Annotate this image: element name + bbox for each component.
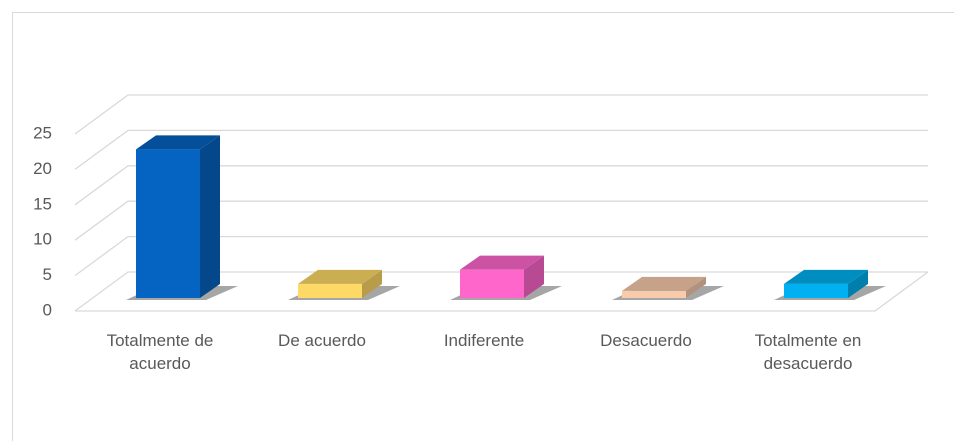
x-tick-label: Indiferente: [443, 331, 525, 350]
bar-top: [622, 276, 706, 291]
x-tick-label: Totalmente en desacuerdo: [754, 331, 862, 373]
y-tick-label: 0: [43, 300, 52, 319]
grid-line: [74, 271, 928, 312]
grid-line: [74, 235, 928, 277]
bar-top: [298, 269, 382, 284]
y-tick-label: 25: [33, 123, 52, 142]
y-tick-label: 20: [33, 159, 52, 178]
y-tick-label: 10: [33, 230, 52, 249]
bar: [460, 269, 524, 298]
x-tick-label: De acuerdo: [278, 331, 366, 350]
x-tick-label: Desacuerdo: [600, 331, 692, 350]
y-tick-label: 5: [43, 265, 52, 284]
chart-frame: [12, 12, 954, 441]
bar: [136, 149, 200, 298]
bar: [622, 290, 686, 298]
grid-line: [74, 129, 928, 170]
floor: [75, 271, 929, 312]
bar: [298, 283, 362, 298]
bar-top: [784, 269, 868, 284]
bar-side: [848, 269, 868, 298]
bar-side: [524, 255, 544, 298]
bar-side: [200, 135, 220, 298]
bar: [784, 283, 848, 298]
grid-line: [74, 200, 928, 241]
x-tick-label: Totalmente de acuerdo: [106, 331, 214, 373]
y-tick-label: 15: [33, 194, 52, 213]
bar-top: [136, 135, 220, 150]
bar-side: [362, 269, 382, 298]
grid-line: [74, 94, 928, 135]
bar-side: [686, 276, 706, 298]
bar-top: [460, 255, 544, 270]
grid-line: [74, 165, 928, 206]
